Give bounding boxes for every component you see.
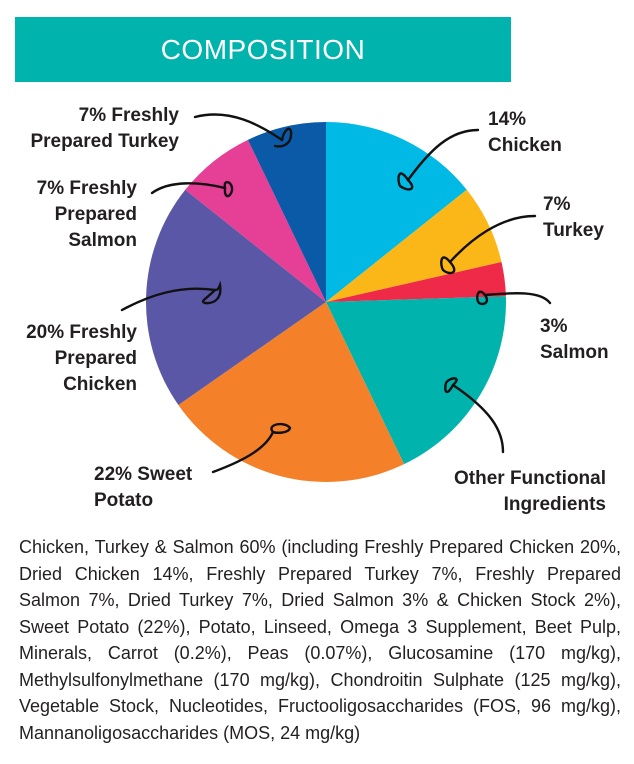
label-sweet-potato-line1: 22% Sweet: [94, 464, 193, 485]
pie-slice: [326, 296, 507, 465]
label-fp-turkey: 7% Freshly Prepared Turkey: [0, 103, 179, 155]
label-chicken-name: Chicken: [488, 135, 562, 156]
label-fp-salmon-line2: Prepared: [54, 204, 137, 225]
pie-slice: [247, 122, 326, 302]
label-fp-turkey-line2: Prepared Turkey: [30, 131, 179, 152]
label-fp-salmon: 7% Freshly Prepared Salmon: [0, 176, 137, 254]
label-fp-chicken-line3: Chicken: [63, 374, 137, 395]
arrowhead-fp-turkey: [273, 127, 293, 148]
composition-header: COMPOSITION: [15, 17, 511, 82]
arrow-fp-salmon: [150, 182, 227, 195]
arrow-chicken: [406, 128, 480, 182]
arrow-sweet-potato: [211, 430, 275, 474]
pie-slice: [326, 189, 502, 302]
label-chicken: 14% Chicken: [488, 107, 562, 159]
ingredients-description: Chicken, Turkey & Salmon 60% (including …: [19, 537, 621, 743]
label-other-line1: Other Functional: [454, 468, 606, 489]
arrowhead-fp-salmon: [223, 180, 234, 198]
arrowhead-fp-chicken: [201, 280, 222, 305]
pie-slices: [146, 122, 507, 482]
callout-arrows: [120, 113, 552, 474]
label-salmon-name: Salmon: [540, 342, 609, 363]
pie-slice: [146, 189, 326, 405]
label-turkey-name: Turkey: [543, 220, 604, 241]
label-sweet-potato-line2: Potato: [94, 490, 154, 511]
arrow-turkey: [448, 214, 537, 264]
pie-slice: [326, 261, 506, 302]
label-fp-chicken-line1: 20% Freshly: [26, 322, 137, 343]
arrowhead-sweet-potato: [270, 422, 292, 434]
arrow-fp-chicken: [120, 287, 217, 312]
arrow-other: [451, 383, 505, 454]
pie-slice: [185, 139, 326, 302]
arrowhead-other: [444, 377, 458, 394]
pie-slice: [178, 302, 405, 482]
label-fp-chicken: 20% Freshly Prepared Chicken: [0, 320, 137, 398]
composition-pie-chart: [120, 113, 552, 482]
label-fp-turkey-line1: 7% Freshly: [78, 105, 179, 126]
label-turkey: 7% Turkey: [543, 192, 604, 244]
label-fp-salmon-line3: Salmon: [68, 230, 137, 251]
label-fp-chicken-line2: Prepared: [54, 348, 137, 369]
header-title: COMPOSITION: [160, 33, 366, 65]
label-sweet-potato: 22% Sweet Potato: [94, 462, 192, 514]
arrowhead-turkey: [440, 256, 456, 275]
pie-slice: [326, 122, 467, 302]
label-other: Other Functional Ingredients: [400, 466, 606, 518]
label-fp-salmon-line1: 7% Freshly: [36, 178, 137, 199]
arrowhead-salmon: [476, 290, 489, 306]
arrow-fp-turkey: [193, 113, 284, 142]
arrow-salmon: [483, 292, 552, 305]
label-other-line2: Ingredients: [503, 494, 606, 515]
label-chicken-pct: 14%: [488, 109, 527, 130]
label-salmon-pct: 3%: [540, 316, 568, 337]
arrowhead-chicken: [397, 172, 414, 191]
label-salmon: 3% Salmon: [540, 314, 609, 366]
label-turkey-pct: 7%: [543, 194, 571, 215]
